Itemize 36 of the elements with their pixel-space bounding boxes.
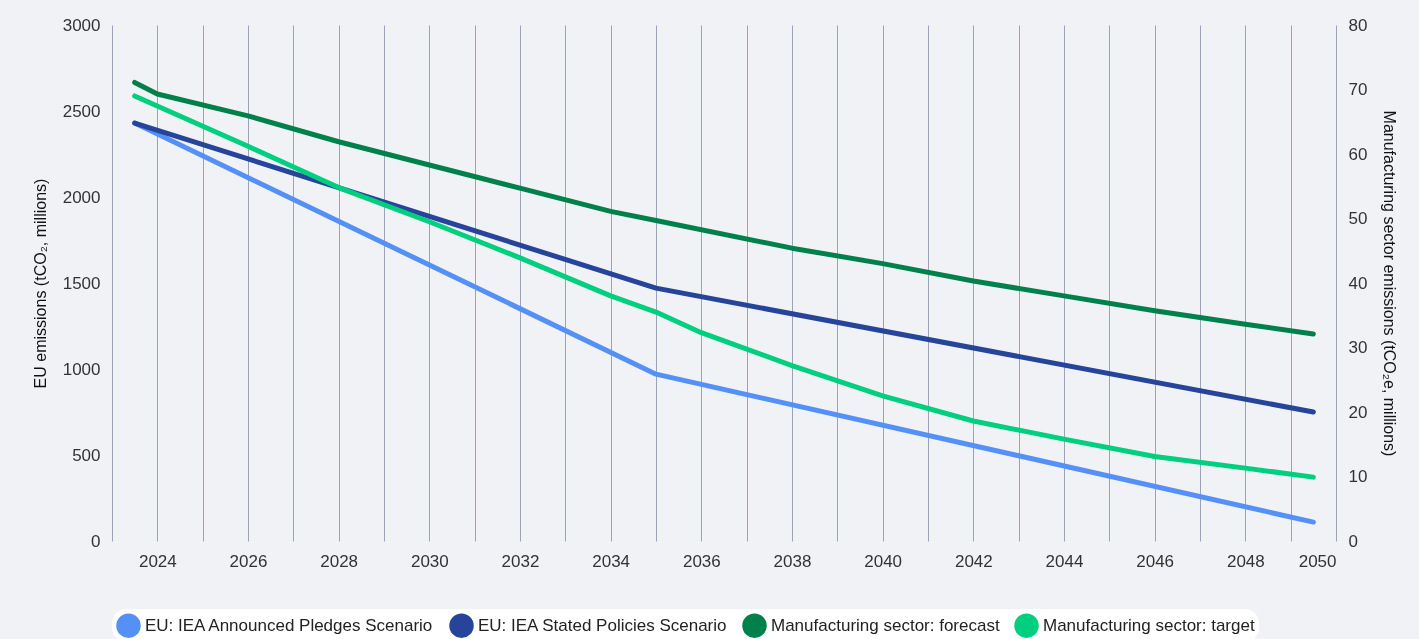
y2-tick-label: 0 [1348,531,1358,551]
x-tick-label: 2032 [501,551,540,571]
y-tick-label: 1000 [62,359,101,379]
y2-tick-label: 10 [1348,467,1368,486]
y2-tick-label: 80 [1348,15,1368,35]
legend-label: EU: IEA Announced Pledges Scenario [145,615,433,635]
x-tick-label: 2028 [320,551,359,571]
y-tick-label: 0 [91,531,101,551]
y-tick-label: 2000 [62,187,101,207]
y-tick-label: 3000 [62,15,101,35]
x-tick-label: 2024 [138,551,177,571]
y2-tick-label: 60 [1348,144,1368,164]
legend-label: Manufacturing sector: target [1043,615,1255,635]
y-tick-label: 1500 [62,273,101,293]
y-tick-label: 2500 [62,101,101,121]
y2-tick-label: 70 [1348,80,1368,99]
x-tick-label: 2036 [682,551,721,571]
legend-label: EU: IEA Stated Policies Scenario [478,615,727,635]
x-tick-label: 2050 [1298,551,1337,571]
y2-tick-label: 30 [1348,338,1368,357]
x-tick-label: 2030 [410,551,449,571]
y2-axis-title: Manufacturing sector emissions (tCO₂e, millions) [1381,110,1399,457]
x-tick-label: 2046 [1136,551,1175,571]
x-tick-label: 2034 [592,551,631,571]
x-tick-label: 2048 [1226,551,1265,571]
legend-label: Manufacturing sector: forecast [771,615,1000,635]
x-tick-label: 2044 [1045,551,1084,571]
y2-tick-label: 40 [1348,273,1368,293]
x-tick-label: 2026 [229,551,268,571]
x-tick-label: 2042 [954,551,993,571]
y2-tick-label: 50 [1348,209,1368,228]
y-axis-title: EU emissions (tCO₂, millions) [31,178,49,389]
x-tick-label: 2040 [864,551,903,571]
y2-tick-label: 20 [1348,402,1368,422]
x-tick-label: 2038 [773,551,812,571]
y-tick-label: 500 [72,445,101,465]
